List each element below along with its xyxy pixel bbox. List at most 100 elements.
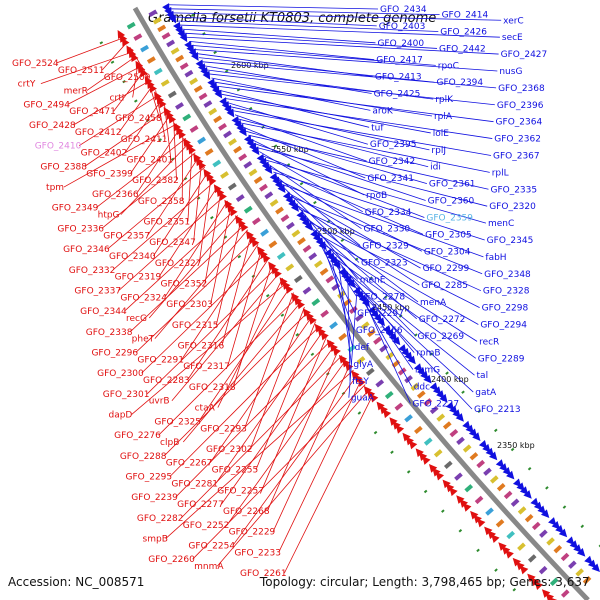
- gene-label[interactable]: nusG: [499, 67, 522, 77]
- gene-label[interactable]: GFO_2254: [188, 541, 235, 551]
- gene-label[interactable]: secE: [502, 33, 523, 43]
- gene-label[interactable]: GFO_2395: [370, 140, 417, 150]
- gene-label[interactable]: rpmB: [416, 349, 440, 359]
- gene-label[interactable]: GFO_2471: [69, 107, 116, 117]
- gene-label[interactable]: GFO_2213: [474, 405, 521, 415]
- gene-label[interactable]: GFO_2347: [149, 238, 196, 248]
- gene-label[interactable]: GFO_2294: [480, 320, 527, 330]
- gene-label[interactable]: pheT: [132, 335, 155, 345]
- gene-label[interactable]: GFO_2403: [379, 22, 426, 32]
- gene-label[interactable]: GFO_2368: [498, 84, 545, 94]
- gene-label[interactable]: tal: [477, 371, 489, 381]
- gene-label[interactable]: GFO_2305: [425, 230, 472, 240]
- gene-label[interactable]: rpmG: [415, 366, 440, 376]
- gene-label[interactable]: GFO_2325: [154, 417, 201, 427]
- gene-label[interactable]: GFO_2329: [362, 242, 409, 252]
- gene-label[interactable]: GFO_2388: [40, 162, 87, 172]
- gene-label[interactable]: mnmA: [194, 562, 224, 572]
- gene-label[interactable]: menC: [488, 219, 514, 229]
- gene-label[interactable]: GFO_2288: [120, 452, 167, 462]
- gene-label[interactable]: GFO_2319: [115, 273, 162, 283]
- gene-label[interactable]: GFO_2509: [104, 73, 151, 83]
- gene-label[interactable]: GFO_2382: [132, 176, 179, 186]
- gene-label[interactable]: GFO_2357: [103, 231, 150, 241]
- gene-label[interactable]: recR: [479, 337, 499, 347]
- gene-label[interactable]: GFO_2458: [115, 114, 162, 124]
- gene-label[interactable]: GFO_2345: [487, 236, 534, 246]
- gene-label[interactable]: GFO_2335: [490, 185, 537, 195]
- gene-label[interactable]: GFO_2267: [166, 459, 213, 469]
- gene-label[interactable]: ddc: [414, 382, 430, 392]
- gene-label[interactable]: GFO_2269: [417, 332, 464, 342]
- gene-label[interactable]: GFO_2346: [63, 245, 110, 255]
- gene-label[interactable]: GFO_2261: [240, 569, 287, 579]
- gene-label[interactable]: GFO_2400: [377, 39, 424, 49]
- gene-label[interactable]: GFO_2276: [114, 431, 161, 441]
- gene-label[interactable]: GFO_2260: [148, 555, 195, 565]
- gene-label[interactable]: GFO_2411: [121, 135, 168, 145]
- gene-label[interactable]: GFO_2297: [357, 309, 404, 319]
- gene-label[interactable]: GFO_2402: [81, 149, 128, 159]
- gene-label[interactable]: GFO_2337: [74, 286, 121, 296]
- gene-label[interactable]: crtI: [109, 93, 124, 103]
- gene-label[interactable]: rplK: [435, 95, 454, 105]
- gene-label[interactable]: GFO_2341: [367, 174, 414, 184]
- gene-label[interactable]: GFO_2338: [86, 328, 133, 338]
- gene-label[interactable]: GFO_2428: [29, 121, 76, 131]
- gene-label[interactable]: rplJ: [431, 146, 446, 156]
- gene-label[interactable]: GFO_2434: [380, 5, 427, 15]
- gene-label[interactable]: GFO_2257: [217, 486, 264, 496]
- gene-label[interactable]: GFO_2315: [172, 321, 219, 331]
- gene-label[interactable]: GFO_2283: [143, 376, 190, 386]
- gene-label[interactable]: uvrB: [149, 397, 170, 407]
- gene-label[interactable]: GFO_2227: [412, 399, 459, 409]
- gene-label[interactable]: GFO_2320: [489, 202, 536, 212]
- gene-label[interactable]: GFO_2399: [86, 169, 133, 179]
- gene-label[interactable]: GFO_2295: [126, 473, 173, 483]
- gene-label[interactable]: GFO_2324: [120, 293, 167, 303]
- gene-label[interactable]: GFO_2396: [497, 101, 544, 111]
- gene-label[interactable]: def: [355, 343, 370, 353]
- gene-label[interactable]: GFO_2340: [109, 252, 156, 262]
- gene-label[interactable]: htpG: [98, 211, 120, 221]
- gene-label[interactable]: GFO_2351: [144, 218, 191, 228]
- gene-label[interactable]: GFO_2348: [484, 270, 531, 280]
- gene-label[interactable]: ftsY: [352, 377, 369, 387]
- gene-label[interactable]: GFO_2394: [437, 78, 484, 88]
- gene-label[interactable]: GFO_2358: [138, 197, 185, 207]
- gene-label[interactable]: rpoB: [366, 191, 387, 201]
- gene-label[interactable]: menE: [360, 275, 386, 285]
- gene-label[interactable]: GFO_2252: [183, 521, 230, 531]
- gene-label[interactable]: GFO_2323: [361, 259, 408, 269]
- gene-label[interactable]: GFO_2334: [365, 208, 412, 218]
- gene-label[interactable]: GFO_2330: [364, 225, 411, 235]
- gene-label[interactable]: xerC: [503, 16, 524, 26]
- gene-label[interactable]: GFO_2427: [501, 50, 548, 60]
- gene-label[interactable]: GFO_2318: [189, 383, 236, 393]
- gene-label[interactable]: dapD: [108, 410, 132, 420]
- gene-label[interactable]: GFO_2285: [421, 281, 468, 291]
- gene-label[interactable]: GFO_2349: [52, 204, 99, 214]
- gene-label[interactable]: GFO_2361: [429, 180, 476, 190]
- gene-label[interactable]: GFO_2442: [439, 44, 486, 54]
- gene-label[interactable]: GFO_2362: [494, 135, 541, 145]
- gene-label[interactable]: GFO_2304: [424, 247, 471, 257]
- gene-label[interactable]: gatA: [475, 388, 497, 398]
- gene-label[interactable]: GFO_2278: [358, 292, 405, 302]
- gene-label[interactable]: GFO_2298: [482, 304, 529, 314]
- gene-label[interactable]: GFO_2344: [80, 307, 127, 317]
- gene-label[interactable]: GFO_2299: [423, 264, 470, 274]
- gene-label[interactable]: GFO_2426: [440, 28, 487, 38]
- gene-label[interactable]: GFO_2360: [428, 197, 475, 207]
- gene-label[interactable]: rpoC: [438, 61, 459, 71]
- gene-label[interactable]: tpm: [46, 183, 64, 193]
- gene-label[interactable]: GFO_2412: [75, 128, 122, 138]
- gene-label[interactable]: GFO_2239: [131, 493, 178, 503]
- gene-label[interactable]: merR: [64, 87, 88, 97]
- gene-label[interactable]: GFO_2281: [171, 479, 218, 489]
- gene-label[interactable]: GFO_2303: [166, 300, 213, 310]
- gene-label[interactable]: GFO_2511: [58, 66, 105, 76]
- gene-label[interactable]: GFO_2332: [69, 266, 116, 276]
- gene-label[interactable]: GFO_2401: [126, 155, 173, 165]
- gene-label[interactable]: GFO_2327: [155, 259, 202, 269]
